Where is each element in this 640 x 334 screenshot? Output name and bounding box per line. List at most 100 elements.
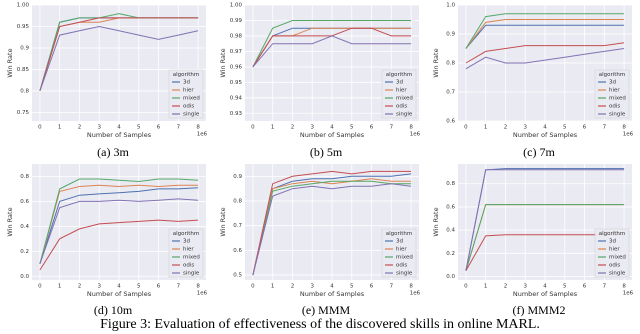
y-tick-label: 0.9 xyxy=(20,45,29,51)
x-tick-label: 5 xyxy=(137,125,141,131)
x-tick-label: 8 xyxy=(409,125,413,131)
x-tick-label: 3 xyxy=(97,284,101,290)
x-tick-label: 6 xyxy=(157,125,161,131)
legend-label: hier xyxy=(396,247,407,253)
x-offset: 1e6 xyxy=(197,132,208,138)
x-tick-label: 6 xyxy=(370,284,374,290)
legend-label: hier xyxy=(609,88,620,94)
y-axis-label: Win Rate xyxy=(432,48,440,77)
legend-label: 3d xyxy=(183,239,190,245)
y-tick-label: 0.8 xyxy=(446,181,455,187)
x-tick-label: 0 xyxy=(251,284,255,290)
x-tick-label: 3 xyxy=(523,284,527,290)
legend-label: mixed xyxy=(396,255,413,261)
series-line xyxy=(252,180,412,276)
y-tick-label: 0.75 xyxy=(17,110,30,116)
x-tick-label: 6 xyxy=(583,125,587,131)
x-tick-label: 5 xyxy=(350,284,354,290)
panel-caption: (a) 3m xyxy=(97,145,129,159)
y-tick-label: 0.6 xyxy=(233,248,242,254)
x-axis-label: Number of Samples xyxy=(87,131,152,139)
legend-label: mixed xyxy=(396,96,413,102)
series-line xyxy=(465,204,625,271)
legend-label: single xyxy=(609,271,626,277)
panel-caption: (d) 10m xyxy=(94,303,133,317)
legend-label: hier xyxy=(609,247,620,253)
series-line xyxy=(39,178,199,264)
x-tick-label: 2 xyxy=(291,125,295,131)
x-tick-label: 5 xyxy=(137,284,141,290)
x-tick-label: 8 xyxy=(409,284,413,290)
x-tick-label: 1 xyxy=(271,125,275,131)
x-tick-label: 5 xyxy=(563,284,567,290)
legend-label: mixed xyxy=(609,96,626,102)
panel: 0.93 0.94 0.95 0.96 0.97 0.98 0.99 1.00 0 1 2 3 4 5 6 7… xyxy=(219,3,421,159)
x-tick-label: 6 xyxy=(157,284,161,290)
legend-label: odis xyxy=(396,263,407,269)
x-tick-label: 7 xyxy=(603,125,607,131)
x-tick-label: 4 xyxy=(330,284,334,290)
legend-label: single xyxy=(183,271,200,277)
y-tick-label: 0.95 xyxy=(230,80,243,86)
legend-label: single xyxy=(396,271,413,277)
legend-label: hier xyxy=(183,247,194,253)
x-tick-label: 3 xyxy=(310,284,314,290)
legend-title: algorithm xyxy=(386,231,413,237)
legend-title: algorithm xyxy=(386,72,413,78)
y-tick-label: 0.6 xyxy=(446,204,455,210)
x-tick-label: 7 xyxy=(603,284,607,290)
y-axis-label: Win Rate xyxy=(432,207,440,236)
legend-label: single xyxy=(609,112,626,118)
x-axis-label: Number of Samples xyxy=(513,290,578,298)
legend-box xyxy=(168,69,204,119)
x-tick-label: 4 xyxy=(117,125,121,131)
x-tick-label: 1 xyxy=(484,284,488,290)
legend-label: mixed xyxy=(183,255,200,261)
y-tick-label: 0.5 xyxy=(233,273,242,279)
y-tick-label: 1.00 xyxy=(17,3,30,9)
series-line xyxy=(465,24,625,49)
legend-label: single xyxy=(183,112,200,118)
x-tick-label: 2 xyxy=(78,284,82,290)
y-tick-label: 1.00 xyxy=(230,3,243,9)
series-line xyxy=(465,169,625,271)
x-offset: 1e6 xyxy=(410,132,421,138)
legend-title: algorithm xyxy=(173,72,200,78)
series-line xyxy=(252,178,412,276)
x-tick-label: 3 xyxy=(310,125,314,131)
legend-box xyxy=(168,228,204,278)
x-tick-label: 7 xyxy=(390,125,394,131)
x-tick-label: 4 xyxy=(543,125,547,131)
legend-label: 3d xyxy=(609,239,616,245)
legend-label: odis xyxy=(396,104,407,110)
legend-label: 3d xyxy=(609,80,616,86)
panel-caption: (c) 7m xyxy=(523,145,555,159)
y-tick-label: 0.99 xyxy=(230,18,243,24)
y-tick-label: 0.96 xyxy=(230,64,243,70)
y-tick-label: 0.7 xyxy=(233,223,242,229)
legend-label: single xyxy=(396,112,413,118)
y-tick-label: 0.9 xyxy=(233,174,242,180)
y-tick-label: 0.85 xyxy=(17,67,30,73)
legend-label: mixed xyxy=(609,255,626,261)
y-tick-label: 0.7 xyxy=(446,90,455,96)
y-tick-label: 0.6 xyxy=(446,119,455,125)
legend-title: algorithm xyxy=(599,231,626,237)
series-line xyxy=(39,198,199,264)
y-tick-label: 0.0 xyxy=(446,274,455,280)
x-tick-label: 8 xyxy=(196,284,200,290)
x-axis-label: Number of Samples xyxy=(513,131,578,139)
panel-caption: (e) MMM xyxy=(302,303,351,317)
y-tick-label: 0.4 xyxy=(20,224,29,230)
legend-label: odis xyxy=(183,104,194,110)
series-line xyxy=(252,35,412,68)
legend-label: odis xyxy=(609,104,620,110)
legend-label: mixed xyxy=(183,96,200,102)
series-line xyxy=(465,13,625,49)
y-tick-label: 0.97 xyxy=(230,49,243,55)
y-tick-label: 0.8 xyxy=(20,88,29,94)
x-tick-label: 3 xyxy=(523,125,527,131)
series-line xyxy=(39,219,199,271)
